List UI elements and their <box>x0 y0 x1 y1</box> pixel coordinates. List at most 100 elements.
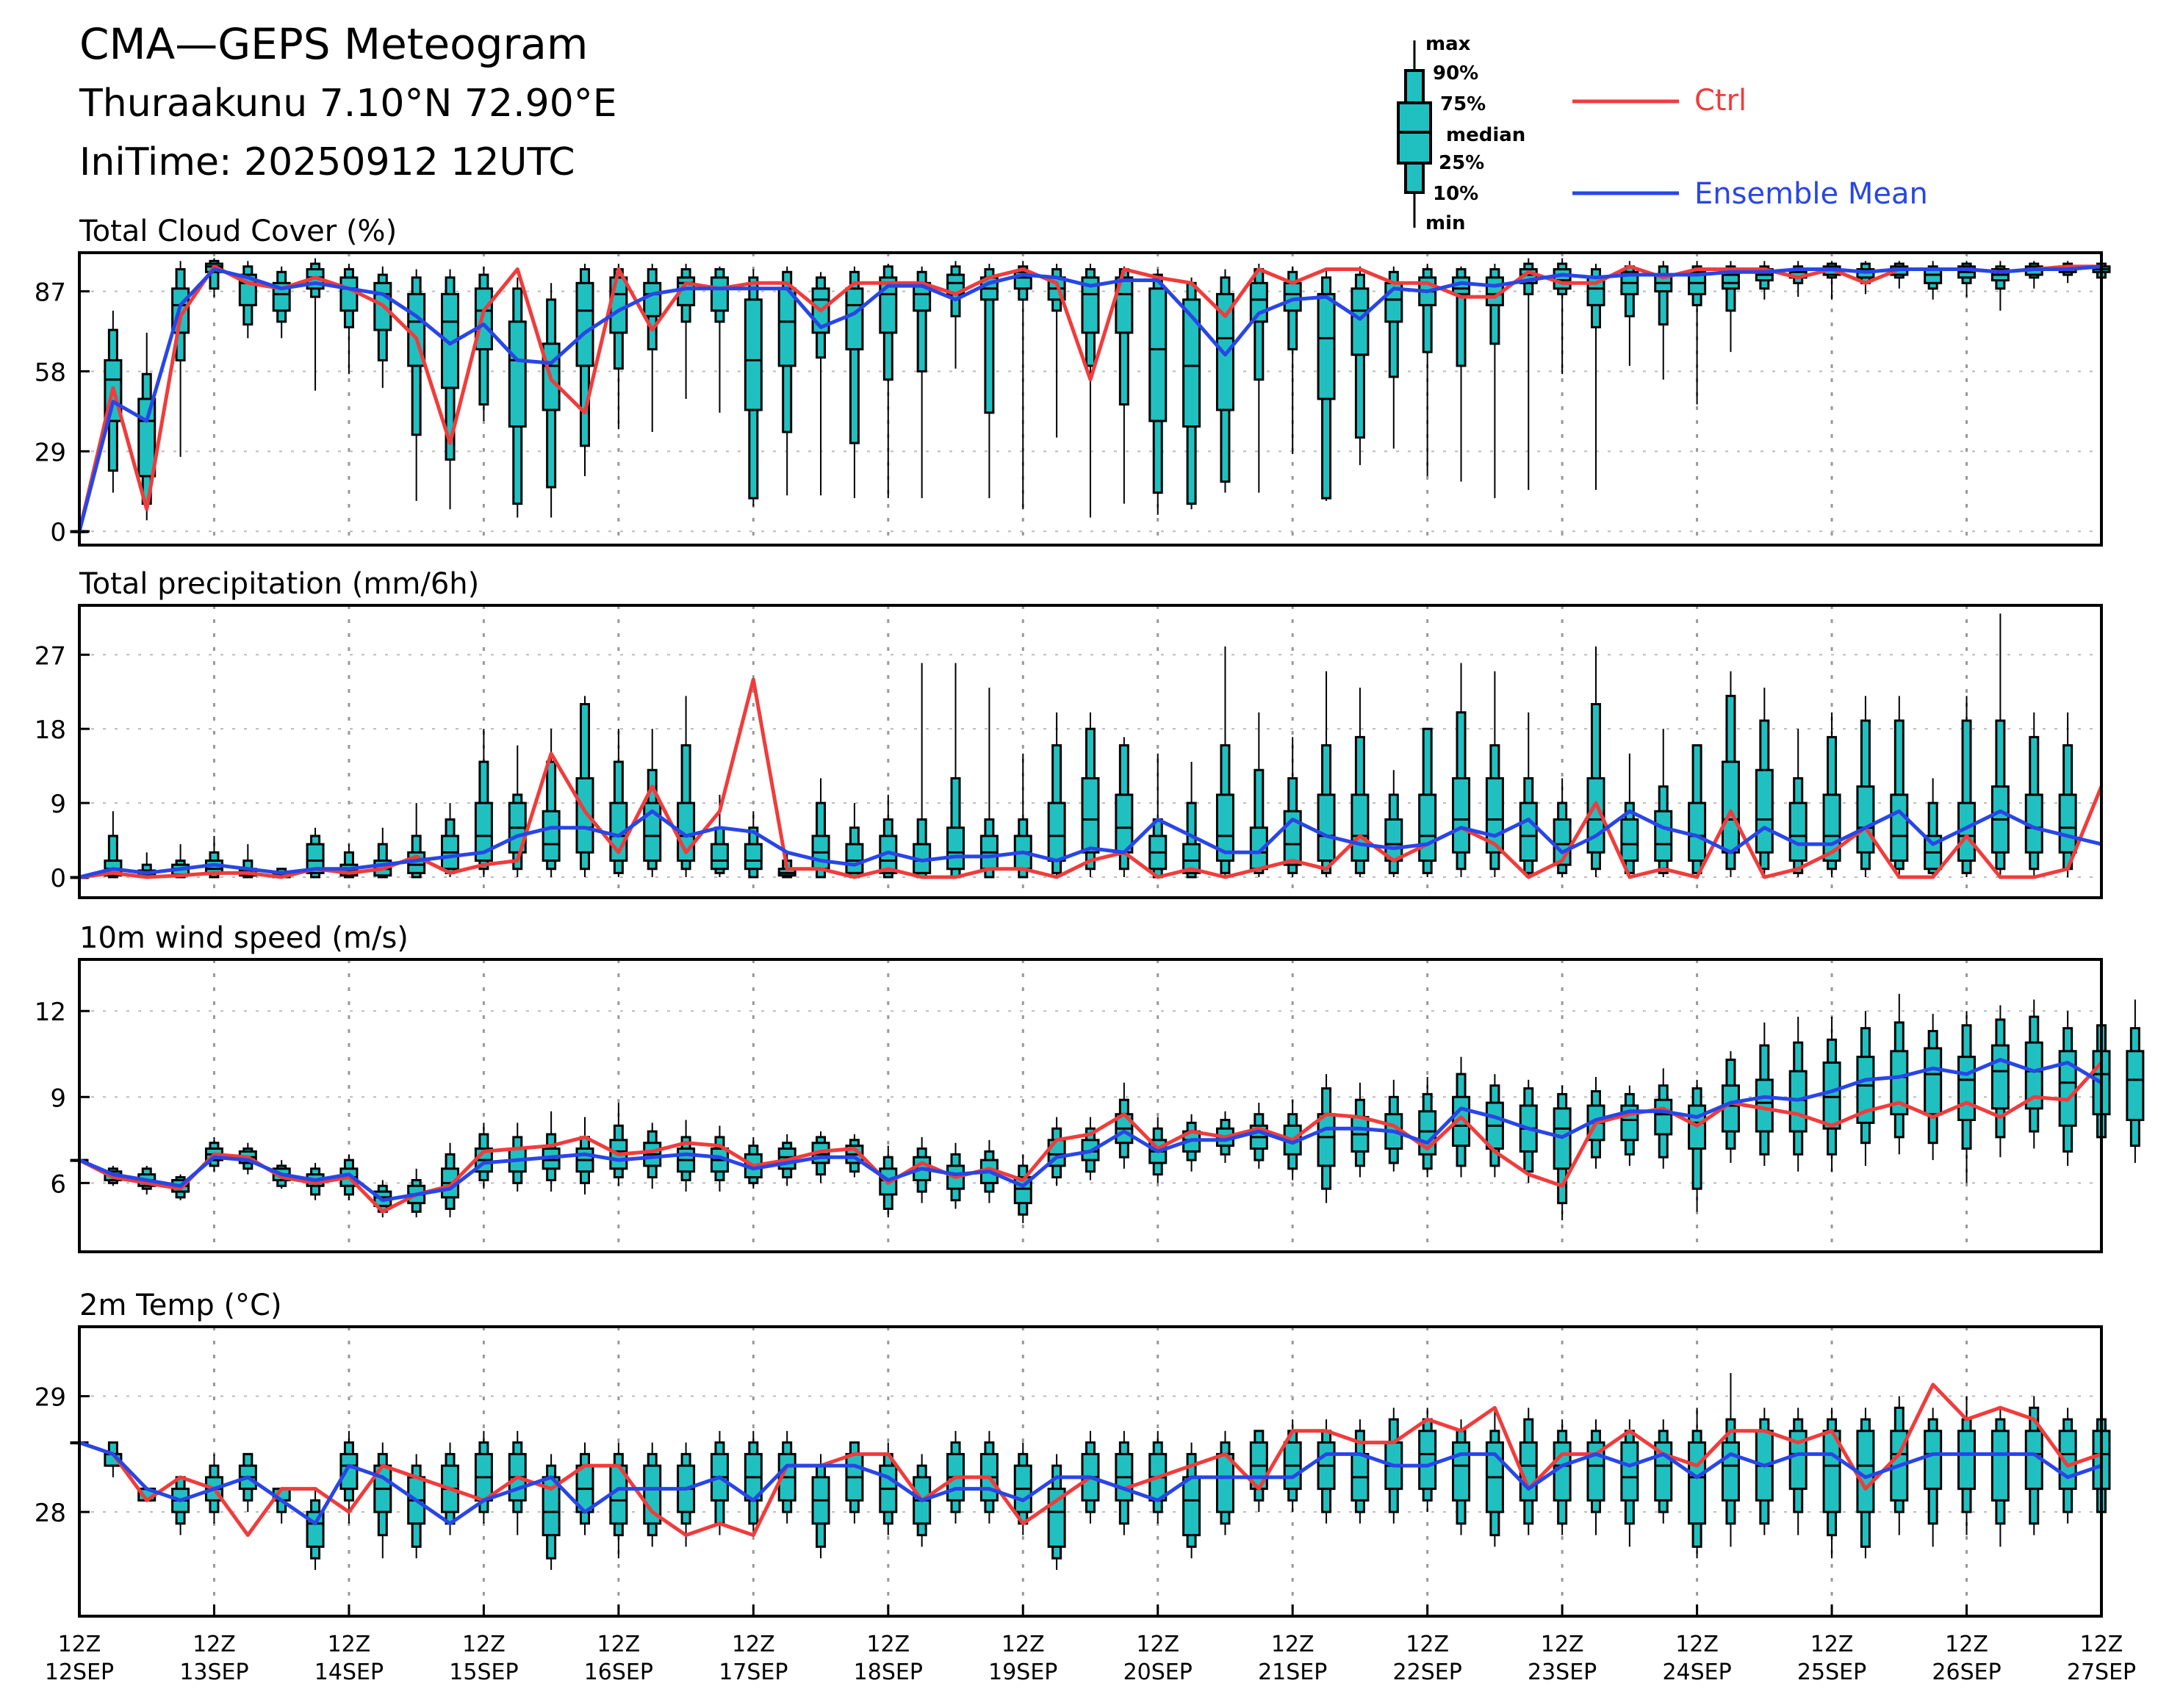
box-inner <box>710 276 729 312</box>
box-51 <box>1788 1408 1808 1535</box>
box-57 <box>1990 613 2010 877</box>
box-34 <box>1215 646 1234 877</box>
box-46 <box>1620 1085 1639 1166</box>
box-57 <box>1990 1408 2010 1547</box>
box-inner <box>1350 793 1370 862</box>
x-tick-day: 21SEP <box>1258 1660 1327 1685</box>
box-10 <box>407 1454 426 1559</box>
box-19 <box>710 794 729 877</box>
legend-label-min: min <box>1425 212 1466 234</box>
box-41 <box>1452 266 1471 482</box>
x-tick-hour: 12Z <box>866 1632 910 1657</box>
ensemble-mean-line <box>79 1441 2102 1526</box>
box-inner <box>1215 1452 1234 1513</box>
box-inner <box>1350 287 1370 356</box>
box-16 <box>609 1442 628 1559</box>
box-inner <box>1081 276 1100 334</box>
box-outer <box>1186 801 1197 879</box>
y-tick-label: 18 <box>35 716 66 745</box>
box-47 <box>1654 729 1673 877</box>
box-inner <box>1688 1441 1707 1525</box>
box-6 <box>272 266 291 339</box>
box-inner <box>1990 1430 2010 1502</box>
box-inner <box>1990 1044 2010 1110</box>
box-37 <box>1317 671 1336 877</box>
panels: Total Cloud Cover (%) 0 29 58 87 Total precip… <box>35 215 2145 1618</box>
ctrl-line <box>77 264 2101 532</box>
box-outer <box>1388 270 1399 378</box>
x-tick-hour: 12Z <box>1136 1632 1179 1657</box>
box-outer <box>1961 719 1972 874</box>
box-28 <box>1013 753 1032 879</box>
box-37 <box>1317 269 1336 501</box>
box-7 <box>306 827 325 879</box>
box-41 <box>1452 1419 1471 1535</box>
box-31 <box>1115 266 1134 504</box>
y-tick-label: 58 <box>35 358 66 387</box>
x-tick-hour: 12Z <box>1406 1632 1449 1657</box>
box-10 <box>407 269 426 501</box>
x-tick-hour: 12Z <box>1675 1632 1719 1657</box>
box-29 <box>1047 264 1066 438</box>
panel-4: 2m Temp (°C) 28 29 <box>35 1289 2111 1618</box>
box-45 <box>1586 264 1605 490</box>
box-48 <box>1688 1408 1707 1559</box>
x-tick-day: 12SEP <box>45 1660 114 1685</box>
box-inner <box>1957 1056 1977 1122</box>
box-52 <box>1822 1017 1841 1172</box>
box-11 <box>441 269 460 510</box>
box-22 <box>811 1454 830 1559</box>
y-tick-label: 9 <box>50 1084 66 1113</box>
panel-1: Total Cloud Cover (%) 0 29 58 87 <box>35 215 2111 547</box>
box-9 <box>373 1442 392 1559</box>
box-54 <box>1890 993 1909 1155</box>
box-32 <box>1148 269 1168 515</box>
box-inner <box>1081 776 1100 854</box>
box-outer <box>916 270 927 372</box>
y-tick-label: 87 <box>35 278 66 308</box>
box-21 <box>777 1430 796 1524</box>
box-13 <box>508 1123 527 1192</box>
box-5 <box>238 261 257 339</box>
x-tick-hour: 12Z <box>2080 1632 2123 1657</box>
box-32 <box>1148 753 1168 879</box>
box-47 <box>1654 1068 1673 1169</box>
y-tick-label: 29 <box>35 438 66 467</box>
y-tick-label: 0 <box>50 518 66 547</box>
x-tick-hour: 12Z <box>732 1632 775 1657</box>
x-axis: 12Z 12SEP 12Z 13SEP 12Z 14SEP 12Z 15SEP 12Z 16SEP… <box>45 1604 2136 1685</box>
box-51 <box>1788 1017 1808 1172</box>
x-tick-day: 27SEP <box>2067 1660 2136 1685</box>
box-55 <box>1924 778 1943 877</box>
box-42 <box>1485 1408 1504 1547</box>
y-tick-label: 27 <box>35 641 66 671</box>
box-50 <box>1755 688 1774 877</box>
box-44 <box>1553 1419 1572 1535</box>
box-59 <box>2058 1011 2077 1166</box>
box-inner <box>1890 793 1909 862</box>
x-tick-hour: 12Z <box>462 1632 506 1657</box>
box-45 <box>1586 646 1605 877</box>
box-inner <box>1047 801 1066 862</box>
box-58 <box>2024 712 2043 877</box>
box-10 <box>407 803 426 879</box>
panel-frame <box>78 1325 2103 1618</box>
box-22 <box>811 778 830 879</box>
box-57 <box>1990 261 2010 311</box>
box-inner <box>1452 1441 1471 1502</box>
box-inner <box>1148 287 1168 422</box>
box-54 <box>1890 261 1909 289</box>
box-14 <box>542 1454 561 1570</box>
box-50 <box>1755 1022 1774 1166</box>
box-33 <box>1182 762 1201 879</box>
box-38 <box>1350 266 1370 466</box>
box-45 <box>1586 1419 1605 1535</box>
box-35 <box>1249 1103 1268 1169</box>
box-outer <box>984 268 995 414</box>
box-inner <box>1418 1430 1437 1491</box>
box-48 <box>1688 744 1707 877</box>
x-tick-hour: 12Z <box>328 1632 371 1657</box>
box-inner <box>1856 1056 1875 1124</box>
box-inner <box>1924 268 1943 284</box>
panel-title: 2m Temp (°C) <box>79 1289 282 1322</box>
